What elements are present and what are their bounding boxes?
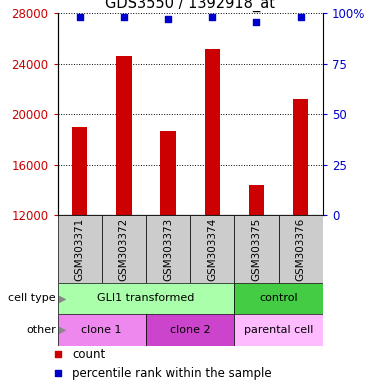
Bar <box>190 215 234 283</box>
Text: parental cell: parental cell <box>244 325 313 335</box>
Bar <box>72 127 87 215</box>
Point <box>298 15 303 21</box>
Point <box>121 15 127 21</box>
Text: ▶: ▶ <box>59 293 67 303</box>
Text: GSM303372: GSM303372 <box>119 217 129 281</box>
Text: GSM303374: GSM303374 <box>207 217 217 281</box>
Bar <box>102 215 146 283</box>
Text: count: count <box>72 348 105 361</box>
Bar <box>279 215 323 283</box>
Point <box>77 15 83 21</box>
Text: control: control <box>259 293 298 303</box>
Text: clone 2: clone 2 <box>170 325 210 335</box>
Point <box>55 370 61 376</box>
Point <box>165 17 171 23</box>
Bar <box>293 99 308 215</box>
Point <box>209 15 215 21</box>
Text: GSM303373: GSM303373 <box>163 217 173 281</box>
Text: ▶: ▶ <box>59 325 67 335</box>
Bar <box>160 131 176 215</box>
Point <box>55 351 61 357</box>
Bar <box>146 314 234 346</box>
Text: cell type: cell type <box>8 293 56 303</box>
Bar <box>146 215 190 283</box>
Bar <box>116 56 132 215</box>
Text: clone 1: clone 1 <box>82 325 122 335</box>
Bar <box>234 314 323 346</box>
Bar <box>249 185 264 215</box>
Point <box>253 18 259 25</box>
Text: percentile rank within the sample: percentile rank within the sample <box>72 367 272 380</box>
Text: GSM303376: GSM303376 <box>296 217 306 281</box>
Bar <box>234 283 323 314</box>
Title: GDS3550 / 1392918_at: GDS3550 / 1392918_at <box>105 0 275 12</box>
Bar <box>234 215 279 283</box>
Text: GLI1 transformed: GLI1 transformed <box>97 293 195 303</box>
Bar <box>58 283 234 314</box>
Bar <box>58 314 146 346</box>
Text: other: other <box>26 325 56 335</box>
Bar <box>204 49 220 215</box>
Text: GSM303375: GSM303375 <box>252 217 262 281</box>
Text: GSM303371: GSM303371 <box>75 217 85 281</box>
Bar <box>58 215 102 283</box>
